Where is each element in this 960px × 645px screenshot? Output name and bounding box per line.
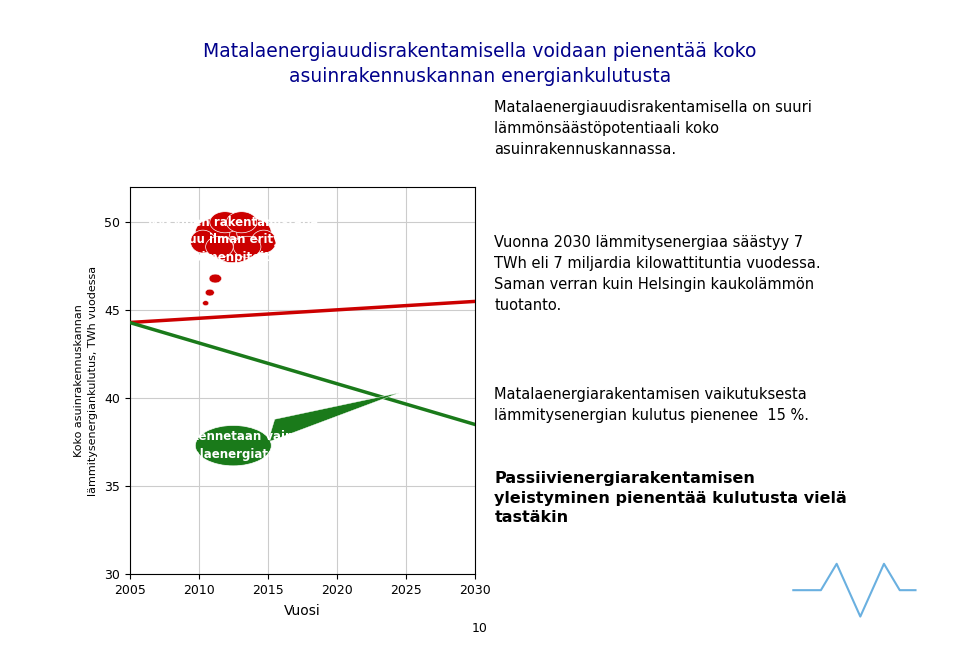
- Ellipse shape: [237, 219, 272, 247]
- Text: Matalaenergiauudisrakentamisella voidaan pienentää koko
asuinrakennuskannan ener: Matalaenergiauudisrakentamisella voidaan…: [204, 42, 756, 86]
- Ellipse shape: [210, 212, 240, 233]
- Ellipse shape: [203, 301, 208, 306]
- Ellipse shape: [205, 236, 233, 257]
- Text: Passiivienergiarakentamisen
yleistyminen pienentää kulutusta vielä
tastäkin: Passiivienergiarakentamisen yleistyminen…: [494, 471, 847, 526]
- Text: Matalaenergiarakentamisen vaikutuksesta
lämmitysenergian kulutus pienenee  15 %.: Matalaenergiarakentamisen vaikutuksesta …: [494, 387, 809, 423]
- Ellipse shape: [233, 236, 261, 257]
- Ellipse shape: [209, 274, 222, 283]
- Ellipse shape: [205, 289, 214, 296]
- Text: Matalaenergiauudisrakentamisella on suuri
lämmönsäästöpotentiaali koko
asuinrake: Matalaenergiauudisrakentamisella on suur…: [494, 100, 812, 157]
- X-axis label: Vuosi: Vuosi: [284, 604, 321, 618]
- Text: VTT: VTT: [957, 620, 960, 645]
- Ellipse shape: [212, 238, 254, 263]
- Ellipse shape: [205, 221, 261, 259]
- Ellipse shape: [227, 212, 256, 233]
- Y-axis label: Koko asuinrakennuskannan
lämmitysenergiankulutus, TWh vuodessa: Koko asuinrakennuskannan lämmitysenergia…: [74, 266, 98, 495]
- Ellipse shape: [190, 230, 215, 253]
- Ellipse shape: [252, 230, 276, 253]
- Text: Rakennetaan vain
matalaenergiataloja: Rakennetaan vain matalaenergiataloja: [166, 430, 300, 461]
- Ellipse shape: [195, 426, 272, 466]
- Text: Nykyinen rakentamistapa
jatkuu ilman erityisiä
toimenpiteitä: Nykyinen rakentamistapa jatkuu ilman eri…: [148, 216, 319, 264]
- Polygon shape: [268, 393, 399, 442]
- Text: 10: 10: [472, 622, 488, 635]
- Ellipse shape: [195, 219, 229, 247]
- Text: Vuonna 2030 lämmitysenergiaa säästyy 7
TWh eli 7 miljardia kilowattituntia vuode: Vuonna 2030 lämmitysenergiaa säästyy 7 T…: [494, 235, 821, 313]
